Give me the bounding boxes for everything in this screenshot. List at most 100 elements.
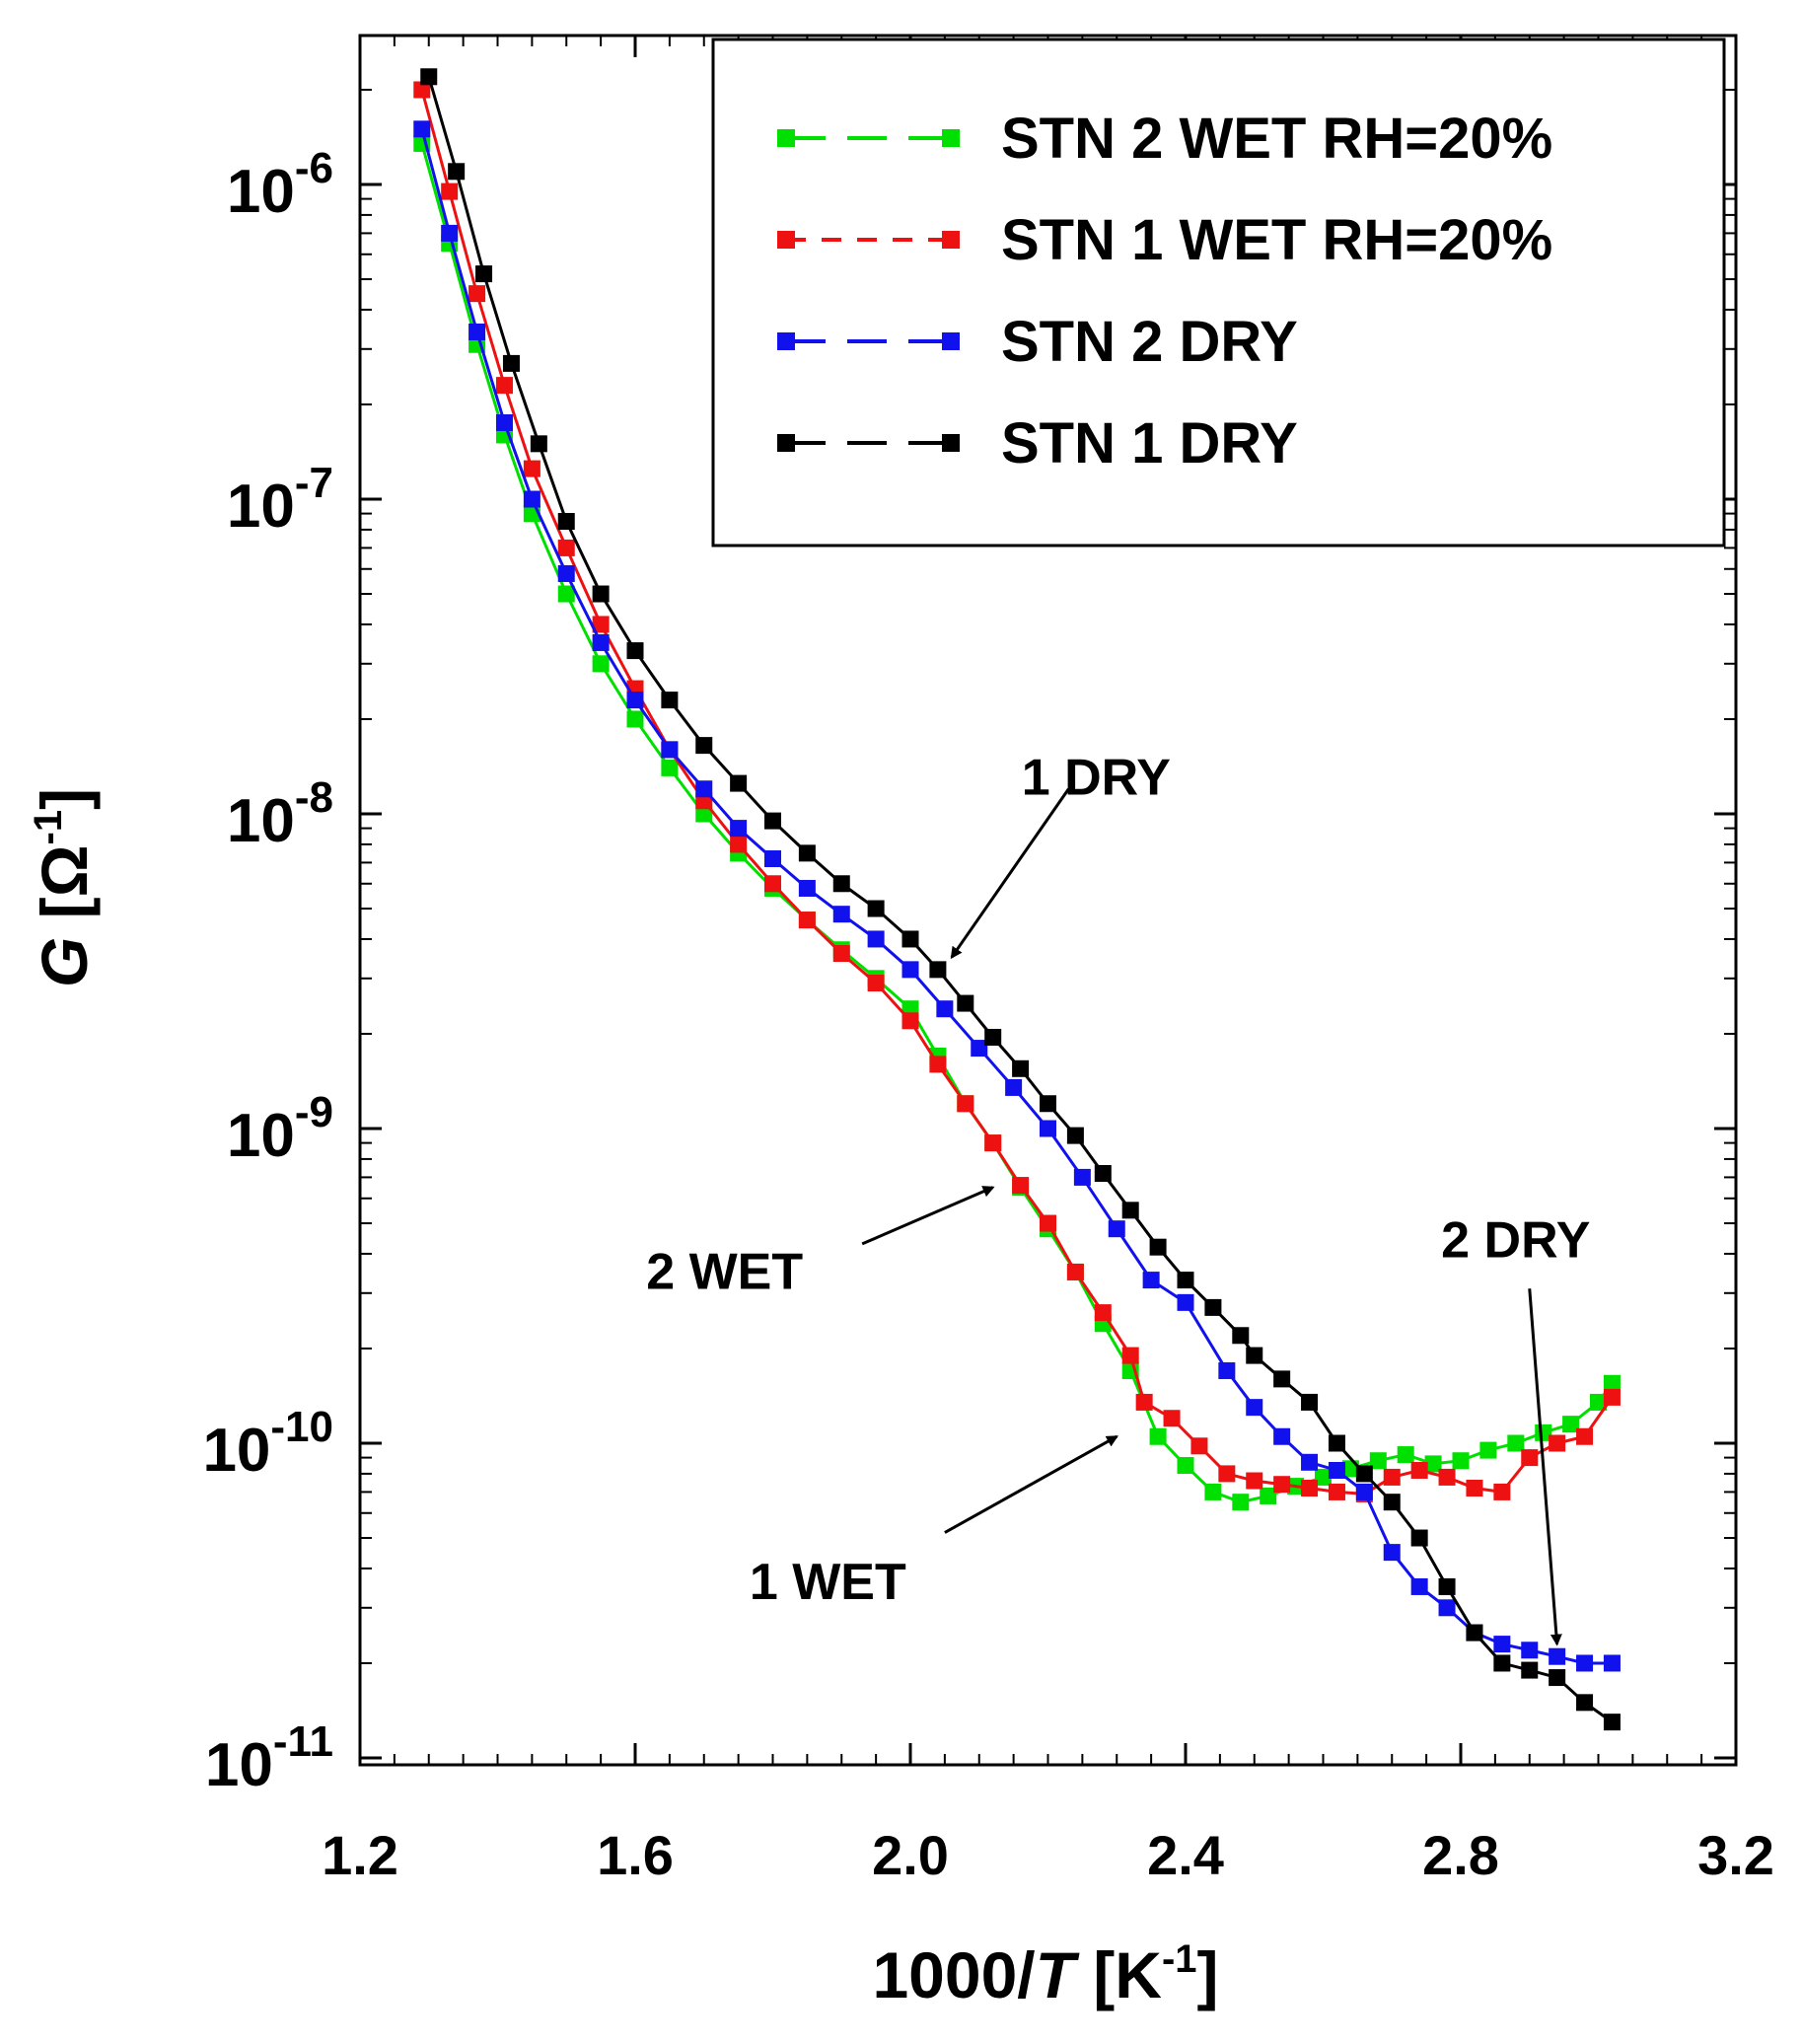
data-point: [523, 460, 541, 477]
y-axis-title-symbol: G: [28, 937, 101, 987]
data-point: [1410, 1577, 1428, 1595]
data-point: [695, 737, 713, 755]
y-tick-exponent: -9: [295, 1088, 333, 1136]
data-point: [1315, 1468, 1332, 1486]
annotation-label: 2 WET: [646, 1243, 803, 1300]
data-point: [1273, 1427, 1291, 1445]
data-point: [1549, 1669, 1566, 1687]
data-point: [1204, 1298, 1222, 1316]
legend-marker: [942, 129, 960, 147]
data-point: [1301, 1453, 1319, 1471]
x-tick-label: 1.6: [597, 1824, 674, 1886]
data-point: [929, 1056, 947, 1073]
data-point: [1493, 1636, 1511, 1653]
data-point: [832, 945, 850, 963]
data-point: [1121, 1202, 1139, 1219]
y-tick-label: 10-9: [227, 1088, 333, 1170]
x-axis-title-unit-exp: -1: [1162, 1937, 1197, 1981]
data-point: [1507, 1434, 1525, 1452]
data-point: [1073, 1168, 1091, 1186]
annotations: 1 DRY 2 WET 1 WET 2 DRY: [646, 750, 1590, 1646]
legend-box: [711, 37, 1726, 548]
data-point: [1383, 1468, 1401, 1486]
y-axis-title-unit-close: ]: [28, 788, 101, 810]
data-point: [1149, 1238, 1167, 1256]
legend-marker: [942, 434, 960, 452]
data-point: [1438, 1468, 1456, 1486]
data-point: [1479, 1441, 1497, 1459]
data-point: [1355, 1465, 1373, 1483]
data-point: [1301, 1480, 1319, 1497]
legend-label: STN 2 DRY: [1001, 310, 1298, 374]
y-tick-exponent: -7: [295, 459, 333, 507]
data-point: [1328, 1434, 1345, 1452]
data-point: [420, 68, 438, 86]
data-point: [936, 1000, 954, 1018]
legend-marker: [777, 129, 795, 147]
data-point: [730, 774, 748, 792]
x-axis-title-prefix: 1000/: [872, 1938, 1035, 2011]
data-point: [626, 692, 644, 709]
data-point: [441, 182, 459, 200]
series-3: [420, 68, 1621, 1731]
data-point: [1190, 1437, 1208, 1455]
legend-marker: [942, 332, 960, 350]
data-point: [1301, 1393, 1319, 1411]
data-point: [1410, 1461, 1428, 1479]
data-point: [1410, 1529, 1428, 1547]
data-point: [1218, 1361, 1236, 1379]
data-point: [1328, 1483, 1345, 1500]
data-point: [1273, 1476, 1291, 1494]
data-point: [929, 961, 947, 979]
y-tick-label: 10-10: [202, 1403, 333, 1485]
data-point: [1466, 1480, 1483, 1497]
data-point: [1066, 1127, 1084, 1144]
y-axis-title: G [Ω-1]: [27, 788, 101, 987]
data-point: [592, 616, 610, 633]
data-point: [1142, 1272, 1160, 1289]
data-point: [1521, 1661, 1539, 1679]
y-tick-base: 10: [202, 1417, 270, 1485]
y-tick-label: 10-11: [205, 1717, 333, 1799]
y-tick-label: 10-7: [227, 459, 333, 541]
data-point: [1383, 1544, 1401, 1562]
data-point: [1204, 1483, 1222, 1500]
data-point: [1177, 1457, 1194, 1475]
data-point: [1549, 1647, 1566, 1665]
data-point: [469, 285, 486, 303]
y-tick-exponent: -10: [270, 1403, 333, 1451]
annotation-arrow: [861, 1186, 995, 1246]
data-point: [957, 994, 974, 1012]
data-point: [1424, 1455, 1442, 1473]
legend-marker: [777, 332, 795, 350]
annotation-arrow: [950, 787, 1070, 960]
data-point: [867, 974, 885, 991]
data-point: [1438, 1599, 1456, 1617]
y-axis-title-unit-exp: -1: [27, 810, 70, 845]
data-point: [1355, 1483, 1373, 1500]
legend-entry: STN 1 DRY: [777, 411, 1298, 475]
annotation-label: 1 DRY: [1022, 750, 1171, 807]
data-point: [1603, 1654, 1621, 1672]
data-point: [730, 836, 748, 853]
data-point: [764, 812, 781, 830]
x-axis-title-symbol: T: [1036, 1938, 1080, 2011]
y-tick-base: 10: [227, 787, 295, 855]
data-point: [971, 1040, 988, 1058]
data-point: [413, 81, 431, 99]
data-point: [413, 120, 431, 138]
data-point: [1452, 1452, 1470, 1470]
data-point: [1493, 1483, 1511, 1500]
data-point: [1177, 1272, 1194, 1289]
legend-marker: [777, 434, 795, 452]
x-tick-label: 2.0: [872, 1824, 949, 1886]
legend-label: STN 1 WET RH=20%: [1001, 208, 1552, 272]
data-point: [1576, 1694, 1594, 1712]
data-point: [1232, 1494, 1250, 1511]
data-point: [1135, 1393, 1153, 1411]
data-point: [1603, 1714, 1621, 1731]
series-1: [413, 81, 1621, 1502]
legend-entry: STN 2 DRY: [777, 310, 1298, 374]
